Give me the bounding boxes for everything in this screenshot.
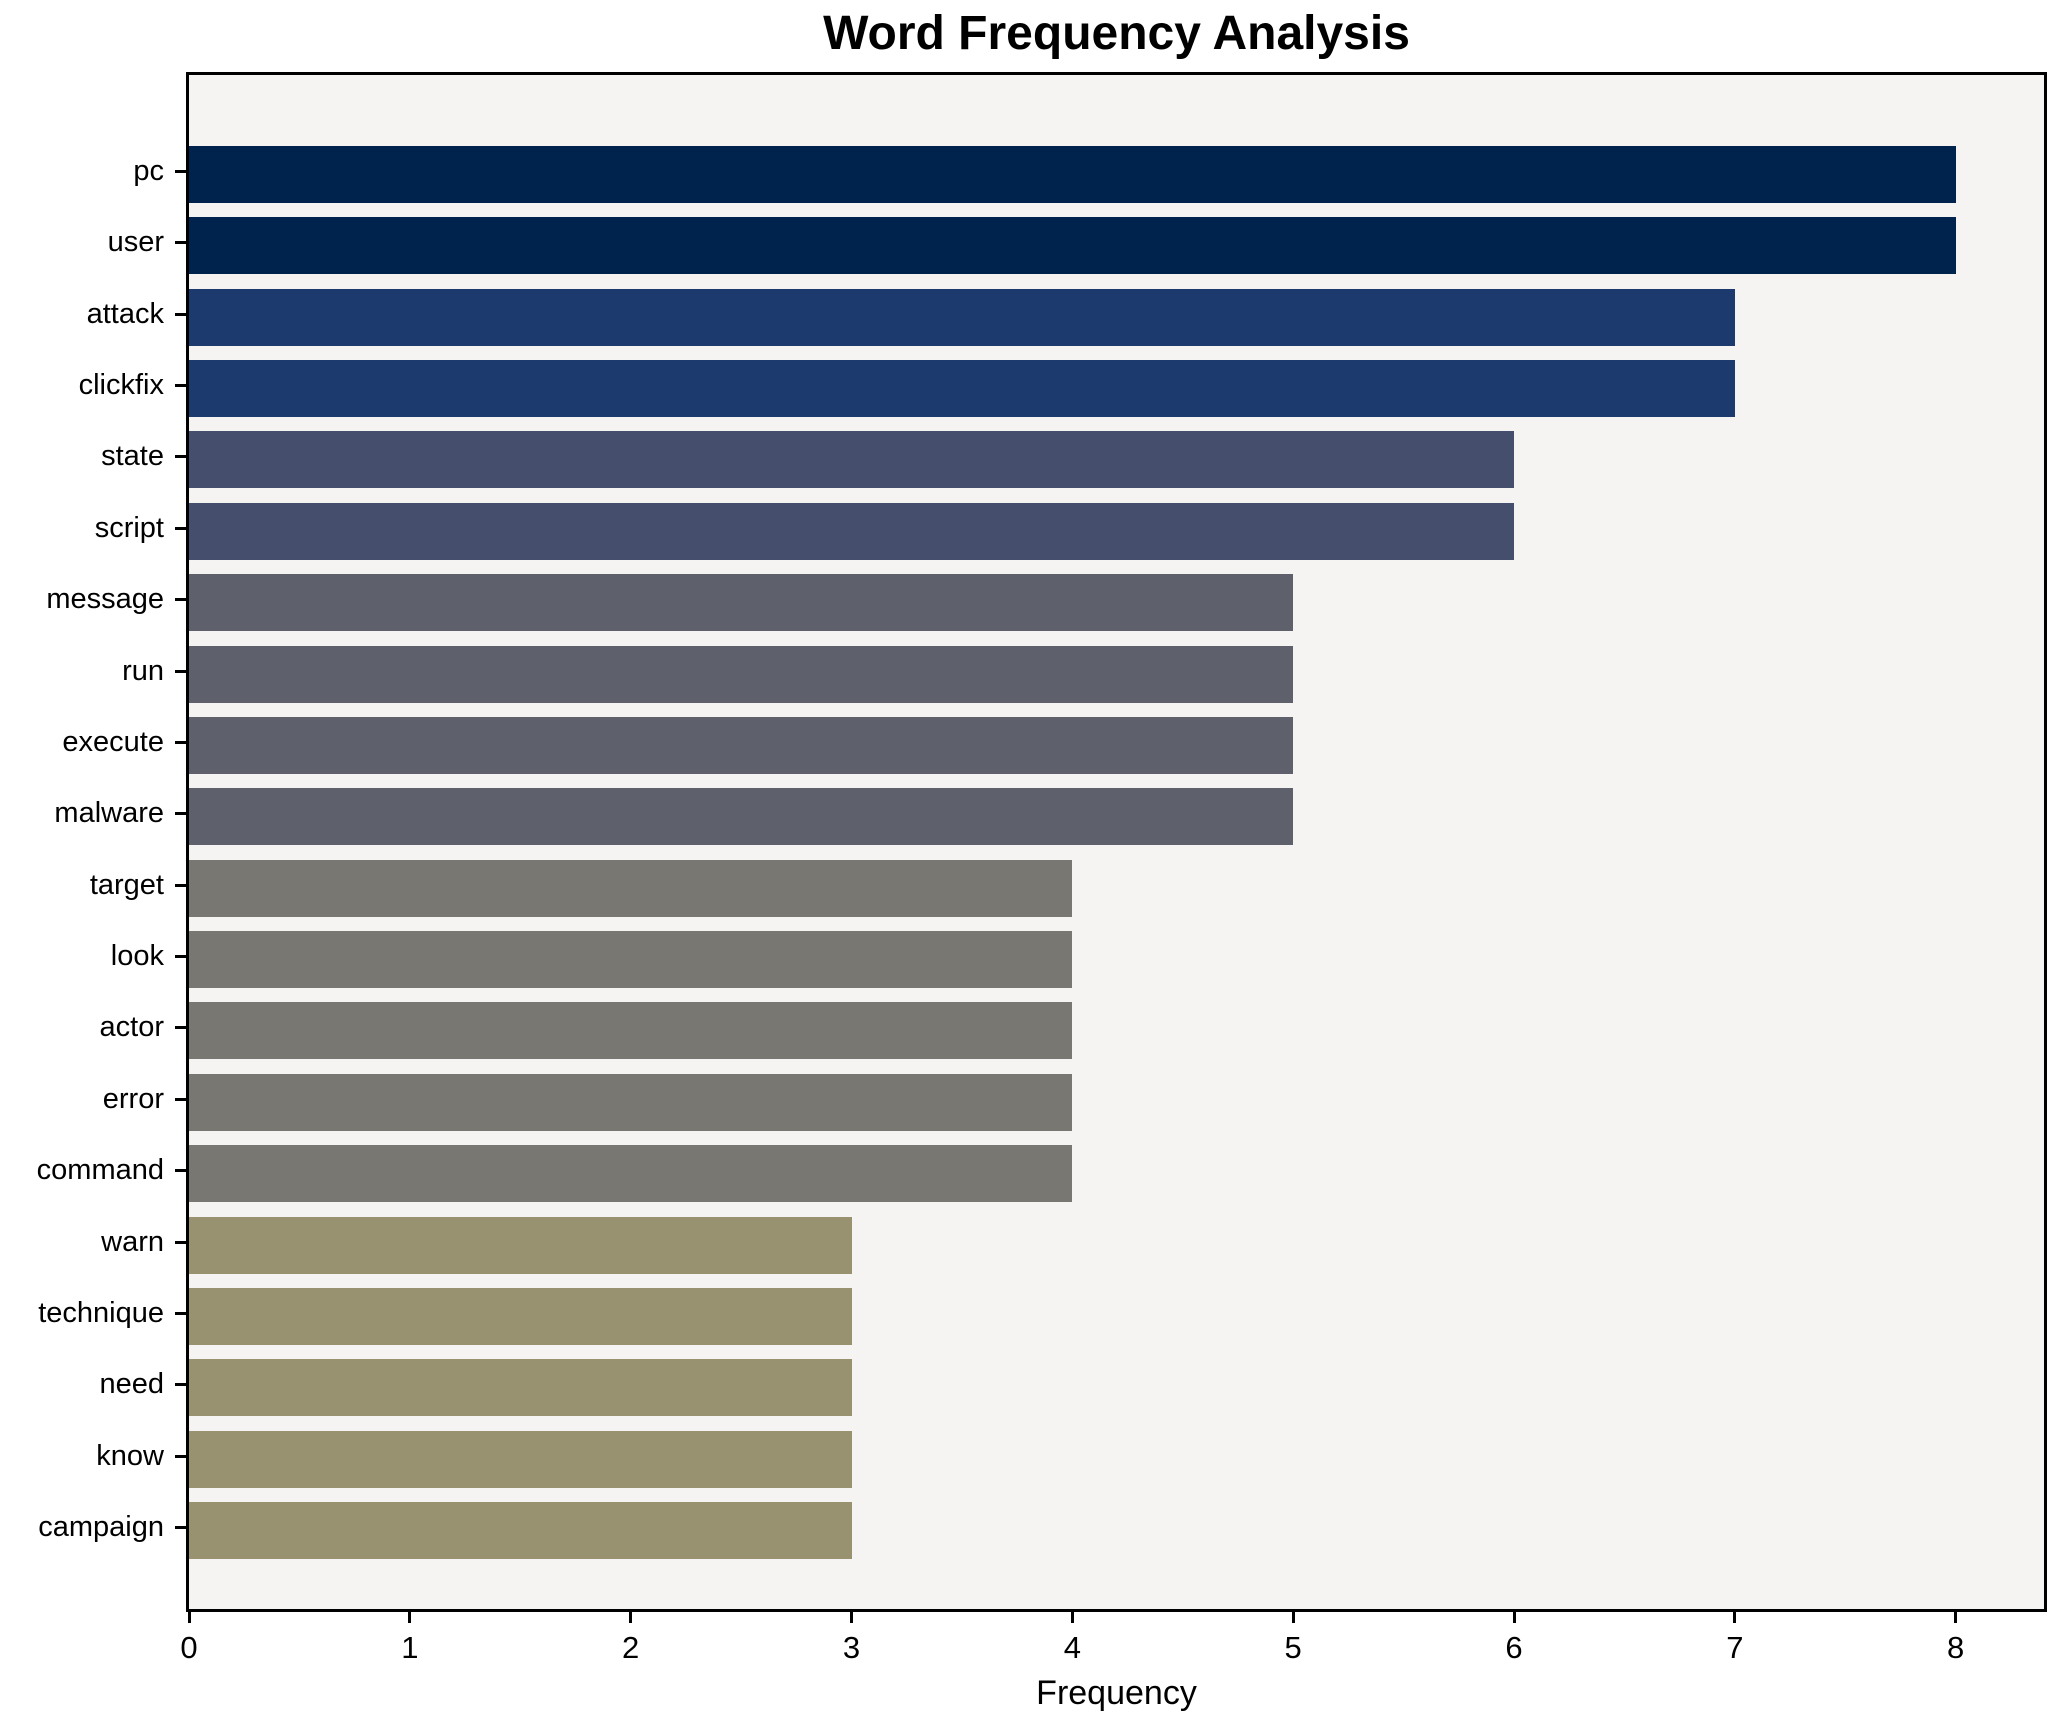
y-tick-label-know: know <box>96 1439 164 1472</box>
y-tick-label-target: target <box>89 868 164 901</box>
plot-area <box>186 72 2047 1612</box>
y-tick-label-script: script <box>94 511 164 544</box>
y-tick-label-state: state <box>101 440 164 473</box>
x-tick-mark <box>629 1612 633 1623</box>
y-tick-mark <box>175 598 186 602</box>
y-tick-label-run: run <box>122 654 164 687</box>
y-tick-label-actor: actor <box>99 1011 164 1044</box>
bar-message <box>189 574 1294 632</box>
y-tick-mark <box>175 241 186 245</box>
y-tick-mark <box>175 170 186 173</box>
x-tick-mark <box>1070 1612 1074 1623</box>
y-tick-mark <box>175 1240 186 1244</box>
x-tick-mark <box>1954 1612 1958 1623</box>
y-tick-label-malware: malware <box>54 797 164 830</box>
y-tick-label-clickfix: clickfix <box>78 369 164 402</box>
y-tick-label-execute: execute <box>62 725 164 758</box>
bar-pc <box>189 146 1956 203</box>
x-tick-mark <box>1291 1612 1295 1623</box>
bar-execute <box>189 716 1294 774</box>
bar-warn <box>189 1216 852 1274</box>
y-tick-mark <box>175 812 186 816</box>
y-tick-label-campaign: campaign <box>38 1511 164 1544</box>
x-tick-label-5: 5 <box>1284 1630 1302 1665</box>
x-tick-label-8: 8 <box>1947 1630 1965 1665</box>
x-tick-mark <box>850 1612 853 1623</box>
y-tick-mark <box>175 384 186 388</box>
y-tick-mark <box>175 1097 186 1101</box>
y-tick-mark <box>175 1454 186 1458</box>
bar-target <box>189 859 1073 917</box>
y-tick-mark <box>175 669 186 673</box>
bars-layer <box>189 75 2044 1609</box>
bar-state <box>189 431 1514 489</box>
y-tick-label-command: command <box>36 1154 164 1187</box>
y-tick-mark <box>175 1311 186 1315</box>
bar-command <box>189 1145 1073 1203</box>
y-tick-mark <box>175 455 186 459</box>
x-tick-label-0: 0 <box>180 1630 198 1665</box>
bar-malware <box>189 788 1294 846</box>
bar-script <box>189 502 1514 560</box>
x-tick-mark <box>408 1612 412 1623</box>
x-tick-label-7: 7 <box>1726 1630 1744 1665</box>
y-tick-label-error: error <box>102 1082 164 1115</box>
y-tick-mark <box>175 1026 186 1030</box>
bar-error <box>189 1073 1073 1131</box>
x-tick-label-4: 4 <box>1063 1630 1081 1665</box>
y-tick-label-attack: attack <box>86 297 164 330</box>
x-tick-mark <box>1733 1612 1737 1623</box>
y-tick-mark <box>175 1169 186 1173</box>
bar-user <box>189 217 1956 275</box>
y-tick-label-pc: pc <box>133 155 164 187</box>
x-tick-label-1: 1 <box>401 1630 419 1665</box>
bar-run <box>189 645 1294 703</box>
y-tick-mark <box>175 312 186 316</box>
bar-need <box>189 1359 852 1417</box>
y-tick-label-technique: technique <box>38 1296 164 1329</box>
bar-attack <box>189 288 1735 346</box>
y-tick-mark <box>175 1383 186 1387</box>
x-tick-label-2: 2 <box>622 1630 640 1665</box>
y-tick-mark <box>175 526 186 530</box>
bar-campaign <box>189 1502 852 1560</box>
bar-clickfix <box>189 360 1735 418</box>
y-tick-label-need: need <box>99 1368 164 1401</box>
bar-look <box>189 931 1073 989</box>
y-tick-label-look: look <box>110 940 164 973</box>
y-tick-label-user: user <box>107 226 164 259</box>
y-tick-label-warn: warn <box>101 1225 164 1258</box>
bar-know <box>189 1430 852 1488</box>
chart-title: Word Frequency Analysis <box>823 7 1410 60</box>
bar-technique <box>189 1287 852 1345</box>
x-tick-mark <box>187 1612 191 1623</box>
x-tick-label-3: 3 <box>842 1630 861 1665</box>
y-tick-mark <box>175 883 186 887</box>
bar-actor <box>189 1002 1073 1060</box>
x-tick-mark <box>1512 1612 1516 1623</box>
y-tick-mark <box>175 1526 186 1530</box>
y-tick-mark <box>175 740 186 744</box>
x-axis-title: Frequency <box>1036 1674 1197 1712</box>
y-tick-label-message: message <box>46 583 164 616</box>
x-tick-label-6: 6 <box>1505 1630 1523 1665</box>
y-tick-mark <box>175 955 186 959</box>
